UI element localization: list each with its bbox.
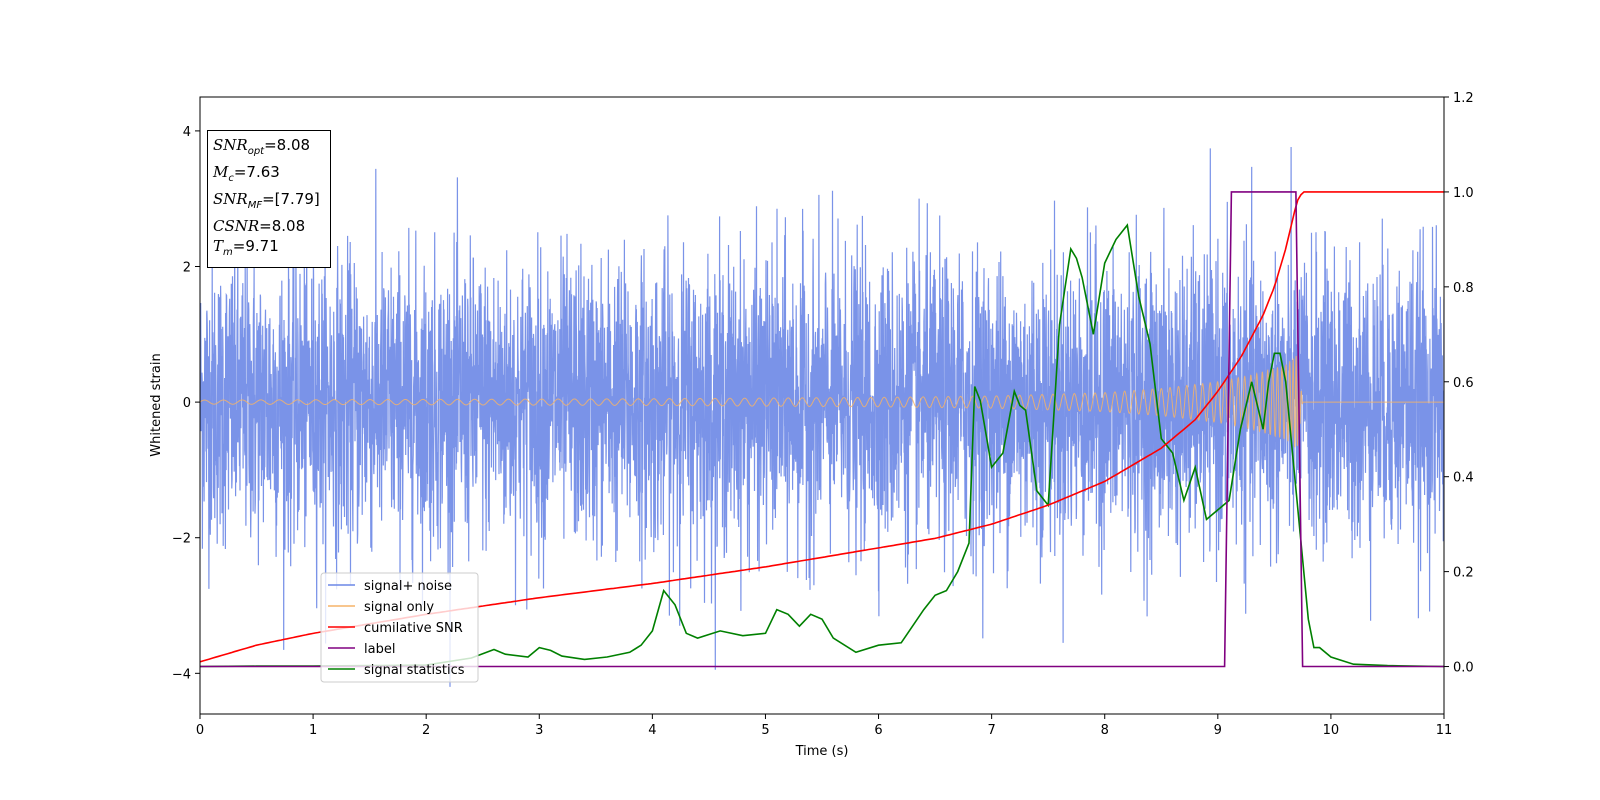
y-right-tick-label: 0.6 bbox=[1453, 376, 1474, 391]
x-tick-label: 1 bbox=[309, 723, 317, 738]
annotation-snr-mf: SNRMF=[7.79] bbox=[213, 190, 320, 211]
legend-label-signal-noise: signal+ noise bbox=[364, 579, 452, 594]
x-axis: 0 1 2 3 4 5 6 7 8 9 10 11 bbox=[196, 714, 1452, 738]
legend-label-signal-statistics: signal statistics bbox=[364, 663, 465, 678]
x-tick-label: 5 bbox=[761, 723, 769, 738]
y-left-tick-label: −2 bbox=[172, 532, 191, 547]
y-axis-right: 0.0 0.2 0.4 0.6 0.8 1.0 1.2 bbox=[1444, 91, 1474, 676]
y-axis-title: Whitened strain bbox=[149, 353, 164, 456]
annotation-box: SNRopt=8.08 Mc=7.63 SNRMF=[7.79] CSNR=8.… bbox=[207, 130, 331, 268]
signal-only-line bbox=[200, 355, 1444, 448]
x-tick-label: 8 bbox=[1101, 723, 1109, 738]
x-tick-label: 10 bbox=[1323, 723, 1340, 738]
y-right-tick-label: 0.8 bbox=[1453, 281, 1474, 296]
legend-label-signal-only: signal only bbox=[364, 600, 434, 615]
annotation-snr-opt: SNRopt=8.08 bbox=[213, 136, 311, 157]
signal-statistics-line bbox=[200, 223, 1444, 668]
x-tick-label: 9 bbox=[1214, 723, 1222, 738]
signal-only-series bbox=[200, 355, 1444, 448]
y-right-tick-label: 1.0 bbox=[1453, 186, 1474, 201]
y-left-tick-label: 0 bbox=[183, 396, 191, 411]
plot-frame bbox=[199, 96, 1445, 715]
y-right-tick-label: 0.0 bbox=[1453, 661, 1474, 676]
y-left-tick-label: −4 bbox=[172, 667, 191, 682]
annotation-csnr: CSNR=8.08 bbox=[213, 217, 306, 235]
x-tick-label: 4 bbox=[648, 723, 656, 738]
y-left-tick-label: 2 bbox=[183, 261, 191, 276]
x-tick-label: 2 bbox=[422, 723, 430, 738]
x-tick-label: 7 bbox=[987, 723, 995, 738]
x-tick-label: 0 bbox=[196, 723, 204, 738]
annotation-tm: Tm=9.71 bbox=[213, 237, 279, 258]
label-line bbox=[200, 191, 1444, 668]
x-axis-title: Time (s) bbox=[795, 744, 849, 759]
y-axis-left: −4 −2 0 2 4 bbox=[172, 125, 200, 682]
y-left-tick-label: 4 bbox=[183, 125, 191, 140]
legend-label-cumulative-snr: cumilative SNR bbox=[364, 621, 463, 636]
annotation-mc: Mc=7.63 bbox=[213, 163, 280, 184]
y-right-tick-label: 0.2 bbox=[1453, 566, 1474, 581]
y-right-tick-label: 1.2 bbox=[1453, 91, 1474, 106]
legend-label-label: label bbox=[364, 642, 395, 657]
x-tick-label: 6 bbox=[874, 723, 882, 738]
legend: signal+ noise signal only cumilative SNR… bbox=[320, 572, 479, 683]
x-tick-label: 11 bbox=[1436, 723, 1453, 738]
y-right-tick-label: 0.4 bbox=[1453, 471, 1474, 486]
x-tick-label: 3 bbox=[535, 723, 543, 738]
